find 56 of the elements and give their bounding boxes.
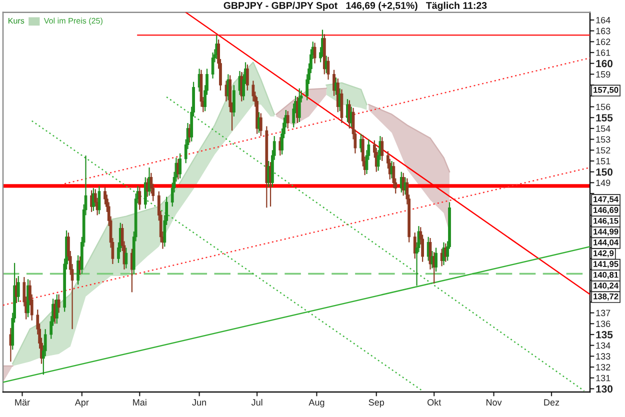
text: 144,04: [594, 239, 618, 247]
candlestick: [178, 152, 182, 179]
y-tick-label: 149: [596, 180, 610, 186]
y-tick-label: 162: [596, 38, 610, 46]
x-tick-label: Jul: [251, 398, 262, 406]
candlestick: [246, 64, 249, 92]
y-tick-label: 134: [596, 342, 610, 349]
candlestick: [232, 84, 236, 118]
text: 157,50: [594, 86, 618, 94]
x-tick-label: Okt: [428, 398, 442, 406]
y-tick-label: 131: [596, 374, 610, 382]
y-tick-label: 130: [596, 385, 613, 393]
chart-title: GBPJPY - GBP/JPY Spot 146,69 (+2,51%) Täglich 11:23: [224, 2, 487, 11]
y-tick-label: 150: [596, 168, 613, 176]
text: 146,15: [594, 218, 618, 225]
x-tick-label: Aug: [308, 399, 324, 408]
text: 138,72: [594, 293, 618, 301]
y-tick-label: 156: [596, 104, 610, 110]
y-tick-label: 151: [596, 158, 610, 164]
y-tick-label: 154: [596, 126, 610, 132]
y-tick-label: 155: [596, 114, 613, 122]
text: 141,95: [594, 261, 618, 268]
candlestick: [124, 247, 128, 269]
candlestick: [413, 232, 416, 260]
y-tick-label: 161: [596, 49, 610, 56]
candlestick: [57, 294, 60, 314]
candlestick: [98, 185, 101, 215]
x-tick-label: Nov: [486, 399, 502, 406]
text: 147,54: [594, 196, 618, 204]
y-tick-label: 136: [596, 320, 610, 328]
x-tick-label: Jun: [192, 399, 206, 406]
y-tick-label: 159: [596, 71, 610, 78]
candlestick: [55, 294, 58, 324]
text: 140,81: [594, 272, 618, 279]
y-tick-label: 135: [596, 331, 613, 338]
y-tick-label: 164: [596, 16, 610, 24]
y-tick-label: 163: [596, 28, 610, 34]
y-tick-label: 160: [596, 60, 613, 68]
legend-label: Vol im Preis (25): [44, 18, 102, 26]
text: 146,69: [594, 207, 618, 214]
x-tick-label: Mai: [133, 398, 146, 406]
candlestick: [298, 88, 301, 122]
y-tick-label: 153: [596, 136, 610, 143]
x-tick-label: Dez: [544, 399, 560, 406]
y-tick-label: 137: [596, 310, 610, 316]
text: 142,9: [594, 250, 614, 258]
text: 144,99: [594, 228, 618, 236]
text: 140,24: [594, 282, 618, 290]
candlestick: [434, 247, 438, 272]
y-tick-label: 133: [596, 353, 610, 360]
y-tick-label: 132: [596, 364, 610, 370]
x-tick-label: Mär: [15, 399, 30, 406]
text: Kurs: [8, 18, 24, 24]
x-tick-label: Apr: [74, 399, 89, 408]
y-tick-label: 152: [596, 147, 610, 154]
x-tick-label: Sep: [368, 399, 384, 408]
